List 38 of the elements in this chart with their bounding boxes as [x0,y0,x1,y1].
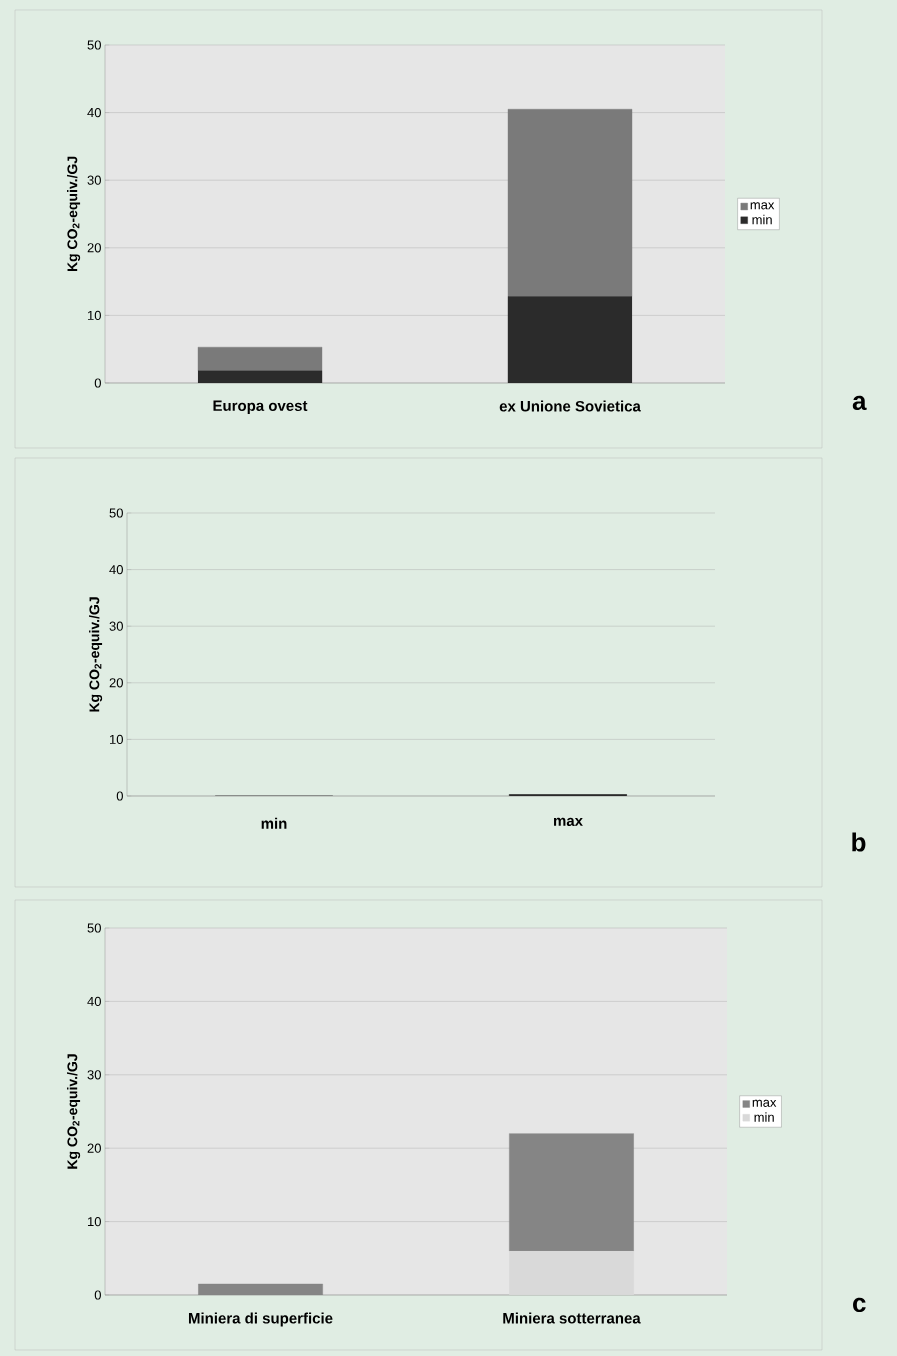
y-tick-label: 40 [109,564,123,575]
bar [197,370,323,383]
bar [197,346,323,372]
y-tick-label: 30 [87,175,101,185]
legend-label: min [754,1112,774,1122]
y-tick-label: 50 [87,923,101,933]
y-tick-label: 20 [109,678,123,688]
y-axis-title: Kg CO$_{2}$-equiv./GJ [67,1054,81,1169]
bar [509,1250,634,1295]
legend-label: min [752,214,772,225]
y-tick-label: 30 [87,1070,101,1080]
y-tick-label: 10 [88,1216,101,1227]
legend-label: max [750,202,775,210]
y-axis-title: Kg CO$_{2}$-equiv./GJ [67,156,81,272]
y-tick-label: 20 [87,1143,101,1153]
y-tick-label: 40 [87,996,101,1006]
y-tick-label: 20 [87,243,101,253]
y-tick-label: 30 [109,621,123,631]
y-tick-label: 50 [109,508,123,518]
y-tick-label: 10 [88,310,101,320]
y-tick-label: 0 [94,1290,101,1300]
x-tick-label: ex Unione Sovietica [499,400,641,412]
text: a [852,395,867,411]
y-tick-label: 50 [87,40,101,50]
y-tick-label: 0 [116,791,123,801]
bar [507,109,633,297]
text: b [852,832,866,852]
y-axis-title: Kg CO$_{2}$-equiv./GJ [89,597,103,712]
text: c [853,1297,866,1313]
y-tick-label: 0 [94,378,101,388]
x-tick-label: Europa ovest [213,400,308,414]
x-tick-label: Miniera sotterranea [503,1312,641,1324]
bar [509,1133,634,1252]
y-tick-label: 40 [87,107,101,118]
legend-label: max [752,1099,777,1107]
bar [507,296,633,383]
x-tick-label: Miniera di superficie [188,1312,333,1327]
y-tick-label: 10 [110,734,123,744]
